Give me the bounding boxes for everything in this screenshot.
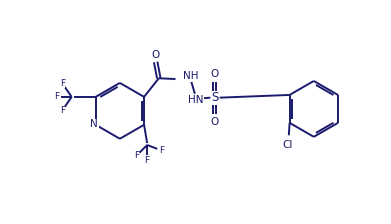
Text: F: F: [60, 106, 65, 115]
Text: F: F: [159, 146, 164, 155]
Text: O: O: [210, 117, 219, 127]
Text: NH: NH: [183, 71, 199, 81]
Text: HN: HN: [188, 95, 203, 105]
Text: S: S: [212, 91, 219, 104]
Text: F: F: [134, 151, 139, 160]
Text: F: F: [145, 156, 150, 165]
Text: F: F: [60, 79, 65, 88]
Text: F: F: [54, 92, 59, 101]
Text: Cl: Cl: [282, 140, 292, 150]
Text: N: N: [90, 119, 98, 129]
Text: O: O: [152, 50, 160, 60]
Text: O: O: [210, 69, 219, 79]
